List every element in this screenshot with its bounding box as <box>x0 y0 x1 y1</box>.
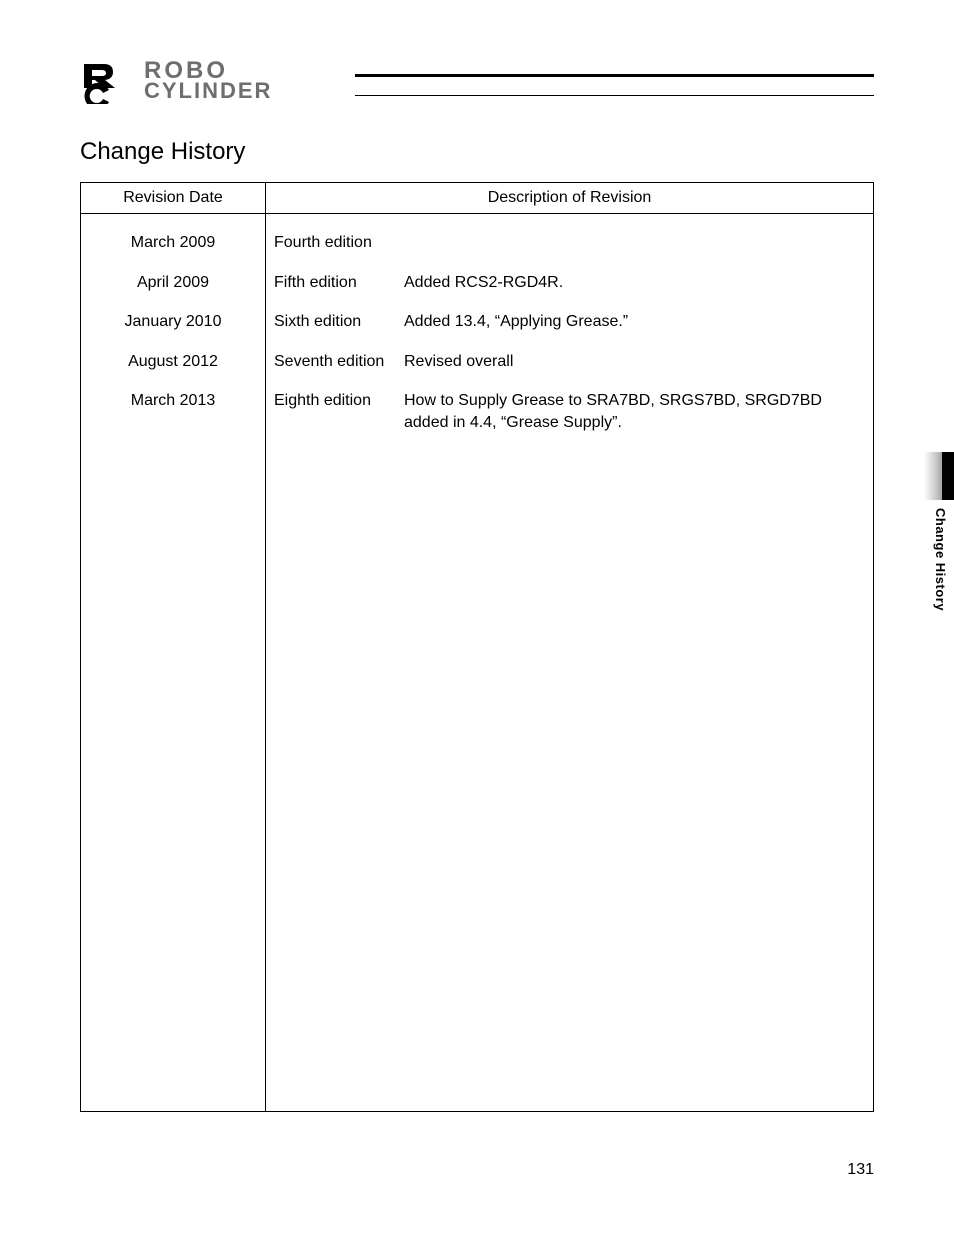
table-row: March 2009 <box>89 232 257 254</box>
revision-date: March 2013 <box>131 390 216 432</box>
table-row: Fourth edition <box>274 232 865 254</box>
revision-description: Added RCS2-RGD4R. <box>404 272 865 294</box>
revision-edition: Eighth edition <box>274 390 404 433</box>
page-number: 131 <box>847 1161 874 1179</box>
logo-wordmark: ROBO CYLINDER <box>144 60 344 105</box>
revision-description: Added 13.4, “Applying Grease.” <box>404 311 865 333</box>
table-desc-column: Fourth edition Fifth edition Added RCS2-… <box>266 214 874 1112</box>
table-header-desc: Description of Revision <box>266 183 874 214</box>
logo-mark-icon <box>80 62 138 104</box>
table-row: Fifth edition Added RCS2-RGD4R. <box>274 272 865 294</box>
side-tab-label: Change History <box>933 508 948 611</box>
revision-edition: Fifth edition <box>274 272 404 294</box>
revision-date: April 2009 <box>137 272 209 294</box>
revision-table: Revision Date Description of Revision Ma… <box>80 182 874 1112</box>
table-row: Eighth edition How to Supply Grease to S… <box>274 390 865 433</box>
table-row: Sixth edition Added 13.4, “Applying Grea… <box>274 311 865 333</box>
table-row: April 2009 <box>89 272 257 294</box>
table-row: January 2010 <box>89 311 257 333</box>
revision-edition: Seventh edition <box>274 351 404 373</box>
header-rule-thick <box>355 74 874 77</box>
revision-date: August 2012 <box>128 351 218 373</box>
revision-date: January 2010 <box>125 311 222 333</box>
table-row: August 2012 <box>89 351 257 373</box>
revision-edition: Fourth edition <box>274 232 404 254</box>
revision-date: March 2009 <box>131 232 216 254</box>
revision-edition: Sixth edition <box>274 311 404 333</box>
page: ROBO CYLINDER Change History Revision Da… <box>0 0 954 1235</box>
revision-description: How to Supply Grease to SRA7BD, SRGS7BD,… <box>404 390 865 433</box>
side-tab: Change History <box>924 452 954 622</box>
header: ROBO CYLINDER <box>80 60 874 110</box>
header-rule-thin <box>355 95 874 96</box>
revision-description: Revised overall <box>404 351 865 373</box>
table-row: Seventh edition Revised overall <box>274 351 865 373</box>
revision-description <box>404 232 865 254</box>
table-header-date: Revision Date <box>81 183 266 214</box>
page-title: Change History <box>80 138 874 166</box>
table-date-column: March 2009 April 2009 January 2010 Augus… <box>81 214 266 1112</box>
table-row: March 2013 <box>89 390 257 432</box>
logo: ROBO CYLINDER <box>80 60 344 105</box>
logo-text-line2: CYLINDER <box>144 78 272 102</box>
side-tab-solid-icon <box>942 452 954 500</box>
